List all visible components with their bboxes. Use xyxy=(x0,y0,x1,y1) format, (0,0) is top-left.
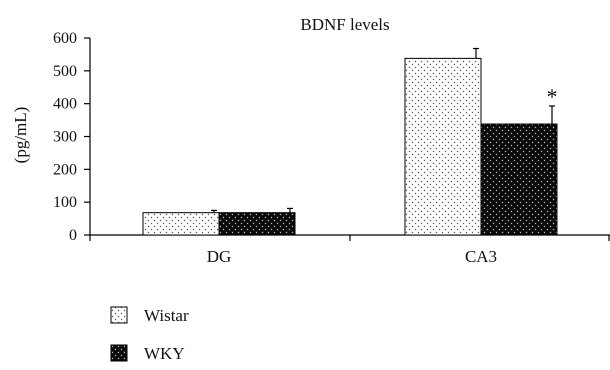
bar-wistar-dg xyxy=(142,212,220,236)
bar-wky-dg xyxy=(218,212,296,236)
x-tick-label: DG xyxy=(207,247,232,266)
y-tick-label: 0 xyxy=(69,227,77,244)
plot-area: 0 100 200 300 400 500 600 DG CA3 * xyxy=(53,30,610,266)
y-tick-label: 300 xyxy=(53,129,77,146)
y-tick-label: 100 xyxy=(53,194,77,211)
x-tick-label: CA3 xyxy=(465,247,497,266)
bar-wky-ca3 xyxy=(480,123,558,236)
y-tick-label: 500 xyxy=(53,63,77,80)
legend-swatch-wky xyxy=(110,344,128,362)
legend: Wistar WKY xyxy=(110,306,189,363)
y-tick-label: 600 xyxy=(53,30,77,47)
legend-label: Wistar xyxy=(144,306,189,325)
legend-label: WKY xyxy=(144,344,185,363)
y-tick-label: 200 xyxy=(53,161,77,178)
y-tick-label: 400 xyxy=(53,96,77,113)
y-axis-label: (pg/mL) xyxy=(11,107,30,164)
bar-wistar-ca3 xyxy=(404,57,482,236)
legend-swatch-wistar xyxy=(110,306,128,324)
significance-marker: * xyxy=(547,84,558,109)
chart-title: BDNF levels xyxy=(300,15,389,34)
